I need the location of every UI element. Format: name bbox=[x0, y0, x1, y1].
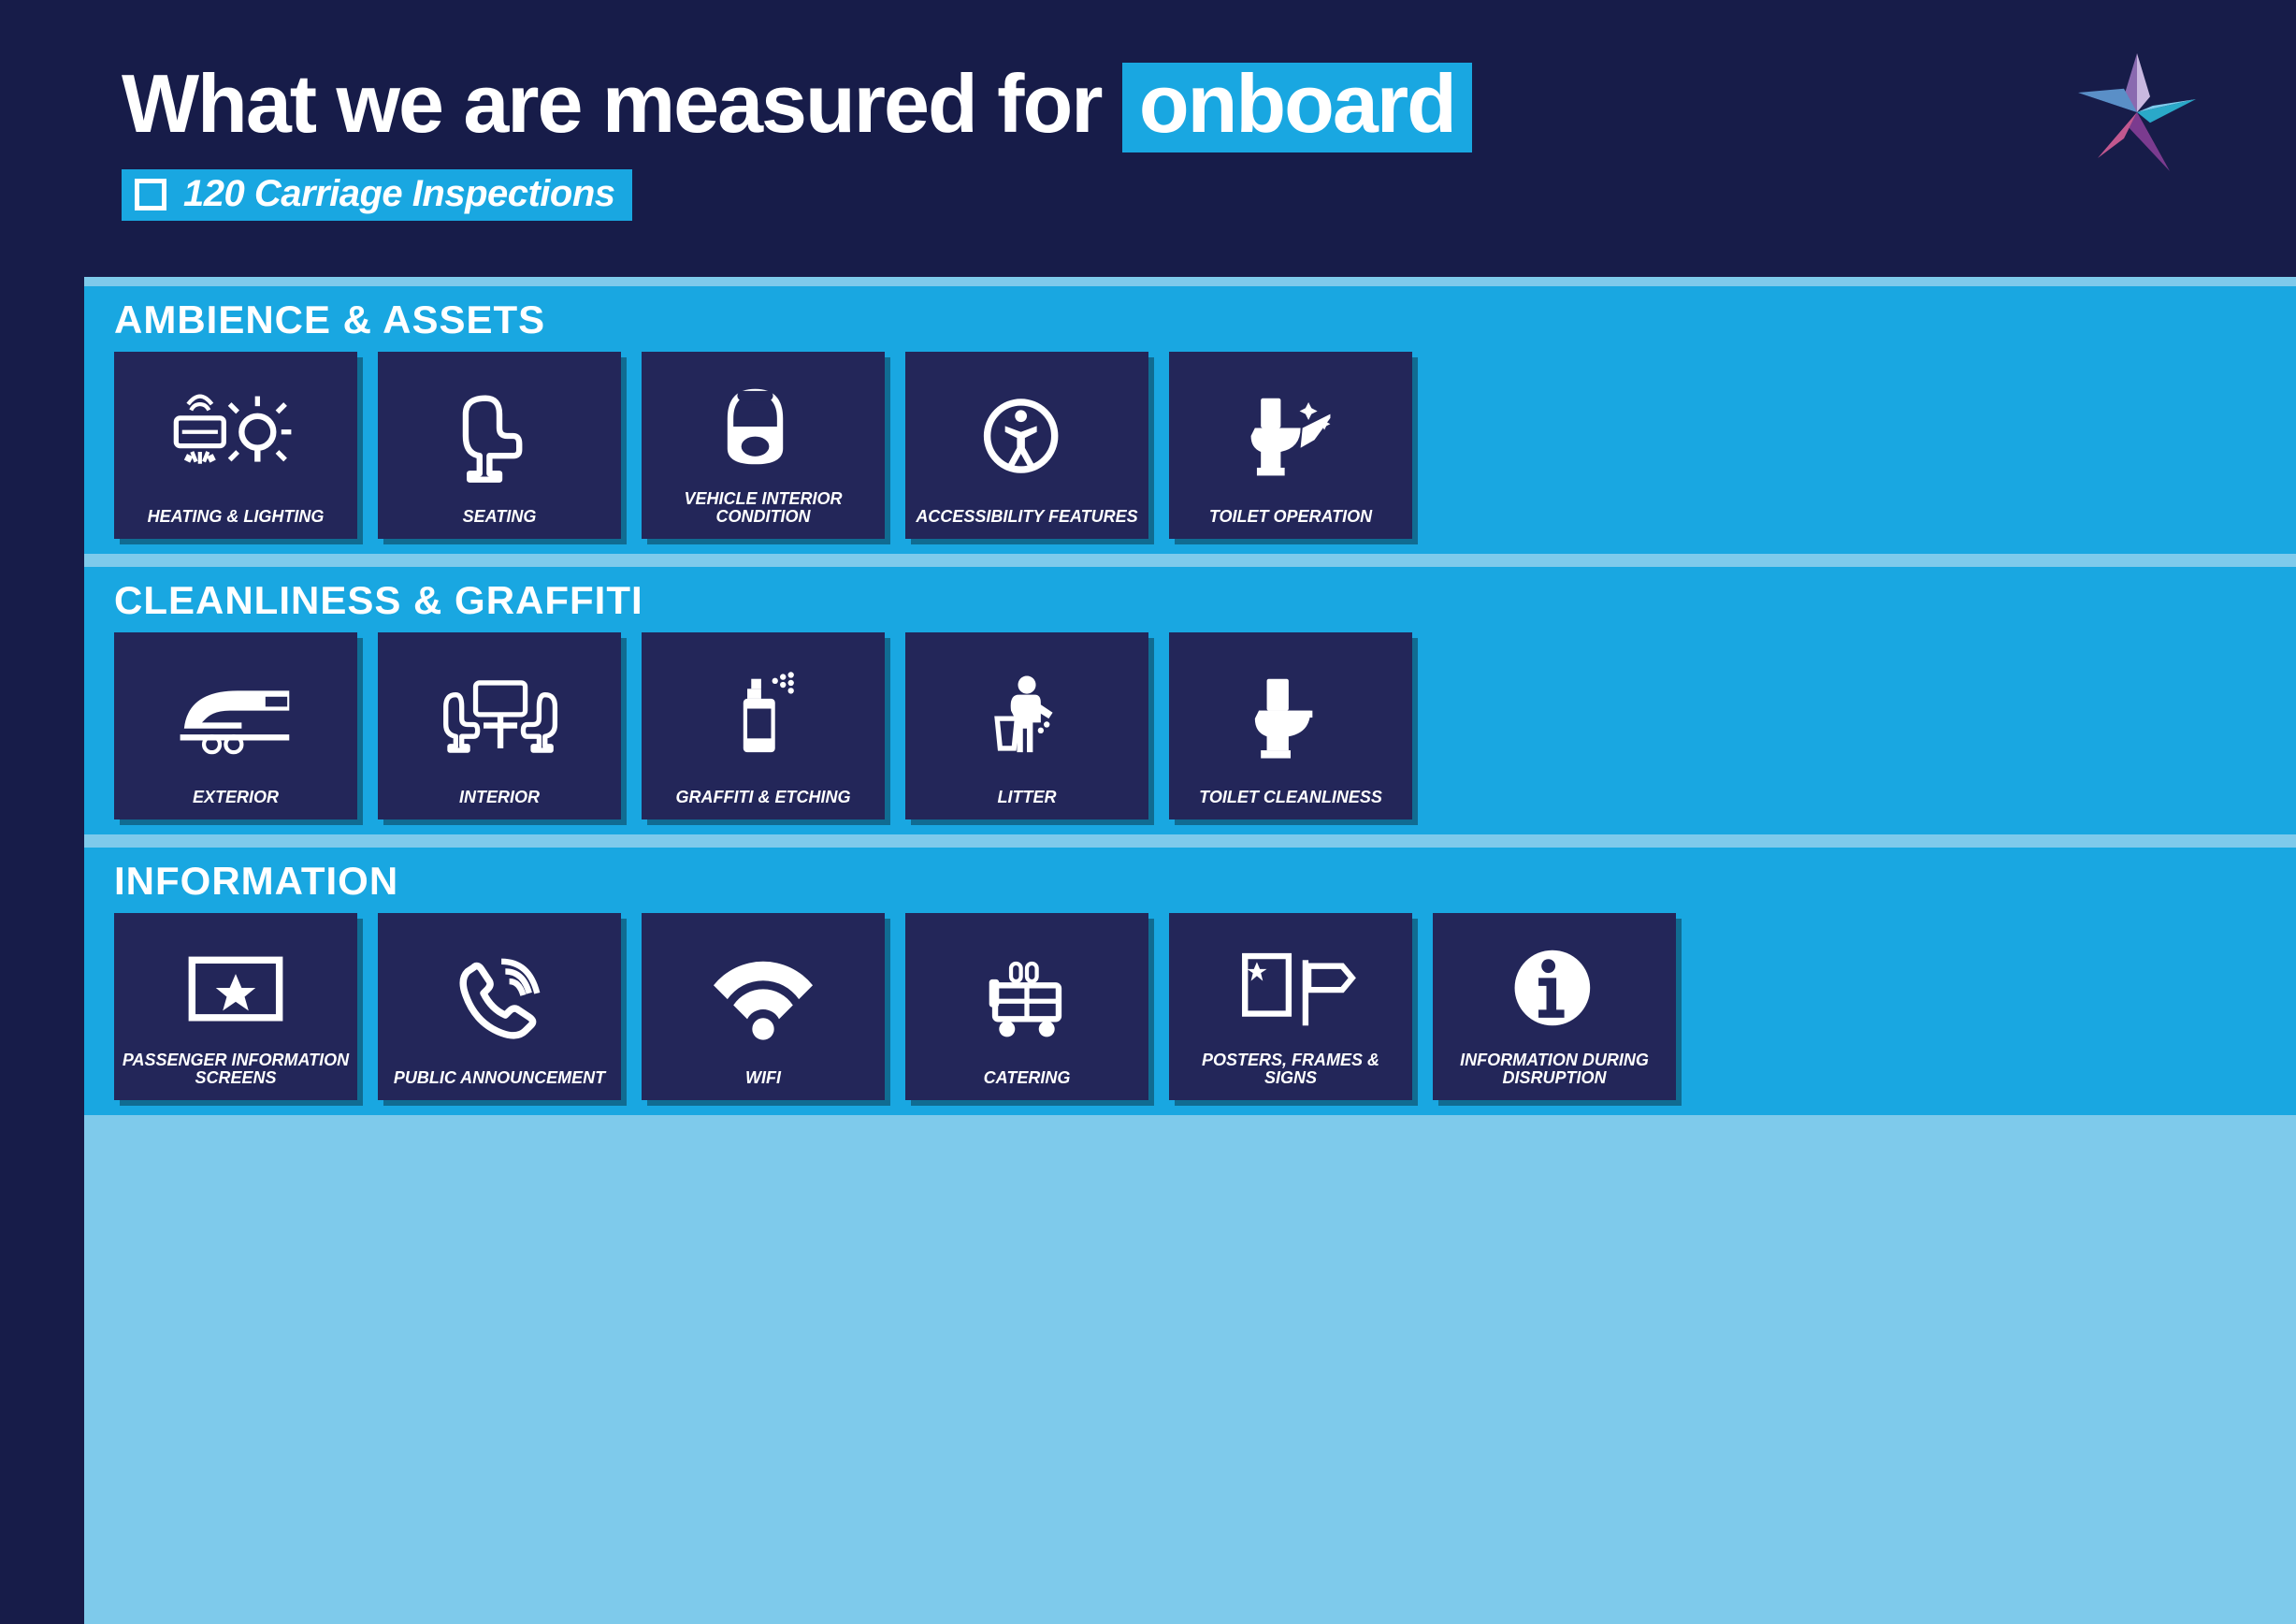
section-title: CLEANLINESS & GRAFFITI bbox=[114, 578, 2296, 623]
litter-person-icon bbox=[911, 644, 1143, 789]
phone-waves-icon bbox=[383, 924, 615, 1069]
title-prefix: What we are measured for bbox=[122, 57, 1122, 150]
panel-filler bbox=[84, 1128, 2296, 1624]
checkbox-icon bbox=[135, 179, 166, 210]
tile: INFORMATION DURING DISRUPTION bbox=[1433, 913, 1676, 1100]
tile: INTERIOR bbox=[378, 632, 621, 819]
tile: VEHICLE INTERIOR CONDITION bbox=[642, 352, 885, 539]
tile-label: WIFI bbox=[745, 1069, 781, 1087]
seating-icon bbox=[383, 363, 615, 508]
tile-label: INTERIOR bbox=[459, 789, 540, 806]
sections-panel: AMBIENCE & ASSETS HEATING & LIGHTING SEATI… bbox=[84, 277, 2296, 1624]
wifi-icon bbox=[647, 924, 879, 1069]
tile-label: TOILET OPERATION bbox=[1209, 508, 1372, 526]
tile-row: PASSENGER INFORMATION SCREENS PUBLIC ANNO… bbox=[114, 913, 2296, 1100]
section-title: INFORMATION bbox=[114, 859, 2296, 904]
tile-label: HEATING & LIGHTING bbox=[148, 508, 325, 526]
tile-label: TOILET CLEANLINESS bbox=[1199, 789, 1382, 806]
tile: TOILET CLEANLINESS bbox=[1169, 632, 1412, 819]
interior-seats-table-icon bbox=[383, 644, 615, 789]
tile: LITTER bbox=[905, 632, 1148, 819]
tile-row: EXTERIOR INTERIOR GRAFFITI & ETCHING LITTER… bbox=[114, 632, 2296, 819]
tile: HEATING & LIGHTING bbox=[114, 352, 357, 539]
subtitle-badge: 120 Carriage Inspections bbox=[122, 169, 632, 221]
tile: SEATING bbox=[378, 352, 621, 539]
vehicle-interior-icon bbox=[647, 363, 879, 490]
tile-label: PUBLIC ANNOUNCEMENT bbox=[394, 1069, 605, 1087]
tile-label: EXTERIOR bbox=[193, 789, 279, 806]
page-title: What we are measured for onboard bbox=[122, 56, 1472, 152]
catering-trolley-icon bbox=[911, 924, 1143, 1069]
accessibility-icon bbox=[911, 363, 1143, 508]
tile: GRAFFITI & ETCHING bbox=[642, 632, 885, 819]
star-logo-icon bbox=[2072, 47, 2202, 178]
tile-label: ACCESSIBILITY FEATURES bbox=[916, 508, 1137, 526]
tile: POSTERS, FRAMES & SIGNS bbox=[1169, 913, 1412, 1100]
tile-label: SEATING bbox=[463, 508, 537, 526]
poster-sign-icon bbox=[1175, 924, 1407, 1051]
tile-label: POSTERS, FRAMES & SIGNS bbox=[1175, 1051, 1407, 1087]
heating-lighting-icon bbox=[120, 363, 352, 508]
tile-label: PASSENGER INFORMATION SCREENS bbox=[120, 1051, 352, 1087]
screen-star-icon bbox=[120, 924, 352, 1051]
tile: WIFI bbox=[642, 913, 885, 1100]
tile-row: HEATING & LIGHTING SEATING VEHICLE INTERIO… bbox=[114, 352, 2296, 539]
tile: CATERING bbox=[905, 913, 1148, 1100]
tile-label: INFORMATION DURING DISRUPTION bbox=[1438, 1051, 1670, 1087]
title-highlight: onboard bbox=[1122, 63, 1472, 152]
subtitle-text: 120 Carriage Inspections bbox=[183, 173, 615, 215]
section: INFORMATION PASSENGER INFORMATION SCREENS… bbox=[84, 848, 2296, 1115]
tile-label: GRAFFITI & ETCHING bbox=[676, 789, 851, 806]
train-exterior-icon bbox=[120, 644, 352, 789]
tile: PUBLIC ANNOUNCEMENT bbox=[378, 913, 621, 1100]
tile: ACCESSIBILITY FEATURES bbox=[905, 352, 1148, 539]
tile: EXTERIOR bbox=[114, 632, 357, 819]
toilet-icon bbox=[1175, 644, 1407, 789]
section: CLEANLINESS & GRAFFITI EXTERIOR INTERIOR GR… bbox=[84, 567, 2296, 834]
section: AMBIENCE & ASSETS HEATING & LIGHTING SEATI… bbox=[84, 286, 2296, 554]
spray-can-icon bbox=[647, 644, 879, 789]
info-circle-icon bbox=[1438, 924, 1670, 1051]
tile: PASSENGER INFORMATION SCREENS bbox=[114, 913, 357, 1100]
section-title: AMBIENCE & ASSETS bbox=[114, 297, 2296, 342]
tile-label: CATERING bbox=[984, 1069, 1071, 1087]
toilet-sparkle-icon bbox=[1175, 363, 1407, 508]
header: What we are measured for onboard 120 Car… bbox=[0, 0, 2296, 221]
title-block: What we are measured for onboard 120 Car… bbox=[122, 56, 1472, 221]
tile-label: LITTER bbox=[998, 789, 1057, 806]
tile-label: VEHICLE INTERIOR CONDITION bbox=[647, 490, 879, 526]
tile: TOILET OPERATION bbox=[1169, 352, 1412, 539]
